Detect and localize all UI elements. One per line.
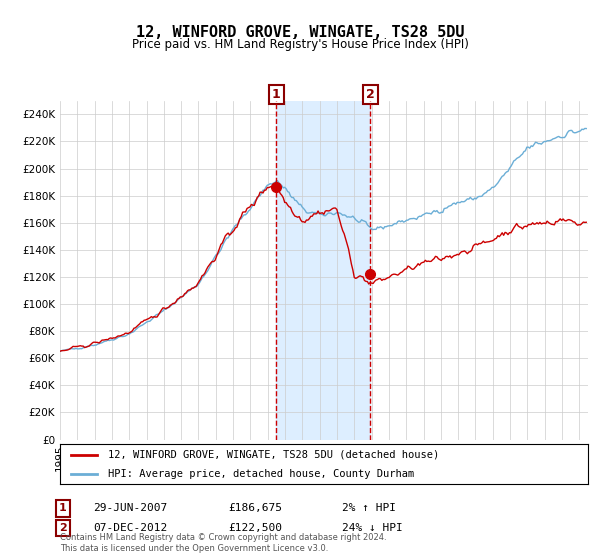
Text: 12, WINFORD GROVE, WINGATE, TS28 5DU (detached house): 12, WINFORD GROVE, WINGATE, TS28 5DU (de… <box>107 450 439 460</box>
Text: Contains HM Land Registry data © Crown copyright and database right 2024.
This d: Contains HM Land Registry data © Crown c… <box>60 533 386 553</box>
Text: £186,675: £186,675 <box>228 503 282 514</box>
Text: 1: 1 <box>272 88 281 101</box>
Text: 2% ↑ HPI: 2% ↑ HPI <box>342 503 396 514</box>
Text: 2: 2 <box>366 88 375 101</box>
Text: 1: 1 <box>59 503 67 514</box>
Text: £122,500: £122,500 <box>228 523 282 533</box>
Text: 29-JUN-2007: 29-JUN-2007 <box>93 503 167 514</box>
Text: 12, WINFORD GROVE, WINGATE, TS28 5DU: 12, WINFORD GROVE, WINGATE, TS28 5DU <box>136 25 464 40</box>
Text: 07-DEC-2012: 07-DEC-2012 <box>93 523 167 533</box>
Text: HPI: Average price, detached house, County Durham: HPI: Average price, detached house, Coun… <box>107 469 414 479</box>
Bar <box>276 101 370 440</box>
Text: 24% ↓ HPI: 24% ↓ HPI <box>342 523 403 533</box>
Text: 2: 2 <box>59 523 67 533</box>
Text: Price paid vs. HM Land Registry's House Price Index (HPI): Price paid vs. HM Land Registry's House … <box>131 38 469 51</box>
